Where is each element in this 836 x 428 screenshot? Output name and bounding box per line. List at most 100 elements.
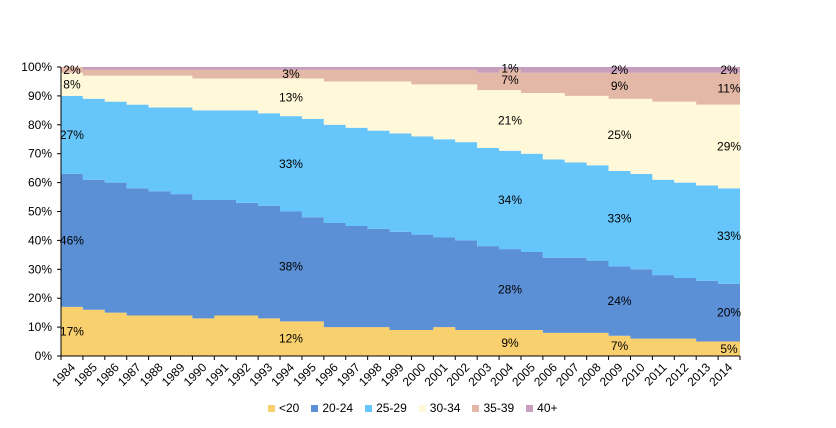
data-label: 29%: [717, 139, 741, 153]
legend-item: 30-34: [418, 401, 461, 415]
data-label: 20%: [717, 306, 741, 320]
x-tick-label: 1989: [159, 360, 188, 389]
x-tick-label: 2013: [684, 360, 713, 389]
data-label: 24%: [608, 294, 632, 308]
data-labels: 17%46%27%8%2%12%38%33%13%3%9%28%34%21%7%…: [60, 61, 741, 355]
legend-item: 35-39: [472, 401, 514, 415]
stacked-area-chart: 0%10%20%30%40%50%60%70%80%90%100% 198419…: [21, 60, 741, 389]
x-tick-label: 1994: [268, 360, 297, 389]
legend-swatch: [472, 404, 480, 412]
legend-item: 20-24: [311, 401, 353, 415]
data-label: 8%: [63, 77, 81, 91]
data-label: 7%: [611, 339, 629, 353]
y-axis-tick-labels: 0% 10% 20% 30% 40% 50% 60% 70% 80% 90% 100%: [21, 60, 52, 363]
data-label: 3%: [282, 67, 300, 81]
chart-legend: <20 20-24 25-29 30-34 35-39 40+: [268, 401, 558, 415]
y-tick-label: 0%: [35, 349, 53, 363]
x-tick-label: 2010: [619, 360, 648, 389]
x-axis-tick-labels: 1984198519861987198819891990199119921993…: [49, 360, 735, 389]
legend-swatch: [418, 404, 426, 412]
x-tick-label: 1995: [290, 360, 319, 389]
data-label: 12%: [279, 332, 303, 346]
x-tick-label: 1998: [356, 360, 385, 389]
data-label: 9%: [611, 79, 629, 93]
data-label: 34%: [498, 193, 522, 207]
x-tick-label: 1996: [312, 360, 341, 389]
x-tick-label: 2003: [465, 360, 494, 389]
data-label: 1%: [501, 61, 519, 75]
x-tick-label: 2005: [509, 360, 538, 389]
y-tick-label: 40%: [28, 233, 52, 247]
data-label: 28%: [498, 283, 522, 297]
x-tick-label: 2006: [531, 360, 560, 389]
legend-label: 35-39: [483, 401, 515, 415]
x-tick-label: 1987: [115, 360, 144, 389]
x-tick-label: 2014: [706, 360, 735, 389]
y-tick-label: 80%: [28, 118, 52, 132]
x-tick-label: 1997: [334, 360, 363, 389]
legend-label: 20-24: [322, 401, 354, 415]
legend-label: 30-34: [429, 401, 461, 415]
x-tick-label: 2004: [487, 360, 516, 389]
y-tick-label: 60%: [28, 176, 52, 190]
data-label: 2%: [611, 63, 629, 77]
data-label: 5%: [720, 342, 738, 356]
x-tick-label: 1990: [181, 360, 210, 389]
legend-label: <20: [279, 401, 300, 415]
series-area-1-20: [61, 306, 740, 356]
data-label: 13%: [279, 90, 303, 104]
series-area-4-30-34: [61, 72, 740, 189]
legend-label: 40+: [537, 401, 558, 415]
data-label: 27%: [60, 128, 84, 142]
data-label: 38%: [279, 259, 303, 273]
data-label: 2%: [720, 63, 738, 77]
x-tick-label: 2007: [553, 360, 582, 389]
legend-item: 25-29: [365, 401, 407, 415]
legend-label: 25-29: [376, 401, 407, 415]
data-label: 33%: [717, 229, 741, 243]
x-tick-label: 1992: [225, 360, 254, 389]
x-tick-label: 1999: [378, 360, 407, 389]
data-label: 11%: [717, 82, 740, 96]
x-tick-label: 2009: [597, 360, 626, 389]
axes: [57, 66, 741, 360]
legend-swatch: [365, 404, 373, 412]
legend-swatch: [526, 404, 534, 412]
y-tick-label: 70%: [28, 147, 52, 161]
legend-swatch: [268, 404, 275, 412]
y-tick-label: 50%: [28, 205, 52, 219]
data-label: 17%: [60, 324, 84, 338]
data-label: 33%: [279, 157, 303, 171]
x-tick-label: 1985: [71, 360, 100, 389]
x-tick-label: 1986: [93, 360, 122, 389]
x-tick-label: 1984: [49, 360, 78, 389]
series-area-5-35-39: [61, 67, 740, 105]
x-tick-label: 2012: [663, 360, 692, 389]
data-label: 9%: [501, 336, 519, 350]
x-tick-label: 2001: [422, 360, 451, 389]
y-tick-label: 90%: [28, 89, 52, 103]
data-label: 7%: [501, 73, 519, 87]
x-tick-label: 2000: [400, 360, 429, 389]
series-area-6-40: [61, 67, 740, 73]
series-area-3-25-29: [61, 95, 740, 284]
y-tick-label: 30%: [28, 262, 52, 276]
x-tick-label: 1991: [203, 360, 232, 389]
legend-swatch: [311, 404, 319, 412]
data-label: 33%: [608, 212, 632, 226]
data-label: 46%: [60, 233, 84, 247]
series-area-2-20-24: [61, 173, 740, 342]
y-tick-label: 100%: [21, 60, 52, 74]
area-bands: [61, 67, 740, 356]
x-tick-label: 2002: [444, 360, 473, 389]
legend-item: 40+: [526, 401, 558, 415]
data-label: 2%: [63, 63, 81, 77]
data-label: 21%: [498, 113, 522, 127]
y-tick-label: 10%: [28, 320, 52, 334]
x-tick-label: 1993: [246, 360, 275, 389]
x-tick-label: 2008: [575, 360, 604, 389]
legend-item: <20: [268, 401, 299, 415]
x-tick-label: 1988: [137, 360, 166, 389]
data-label: 25%: [608, 128, 632, 142]
y-tick-label: 20%: [28, 291, 52, 305]
